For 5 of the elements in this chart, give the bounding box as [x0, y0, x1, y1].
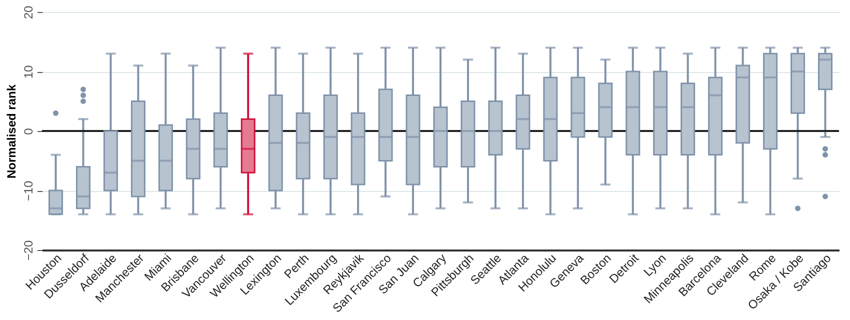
y-axis-title: Normalised rank: [4, 84, 18, 179]
y-tick-label: 0: [22, 128, 36, 135]
y-tick-label: 10: [22, 65, 36, 79]
y-tick-label: 20: [22, 6, 36, 20]
y-tick-label: −10: [22, 180, 36, 202]
